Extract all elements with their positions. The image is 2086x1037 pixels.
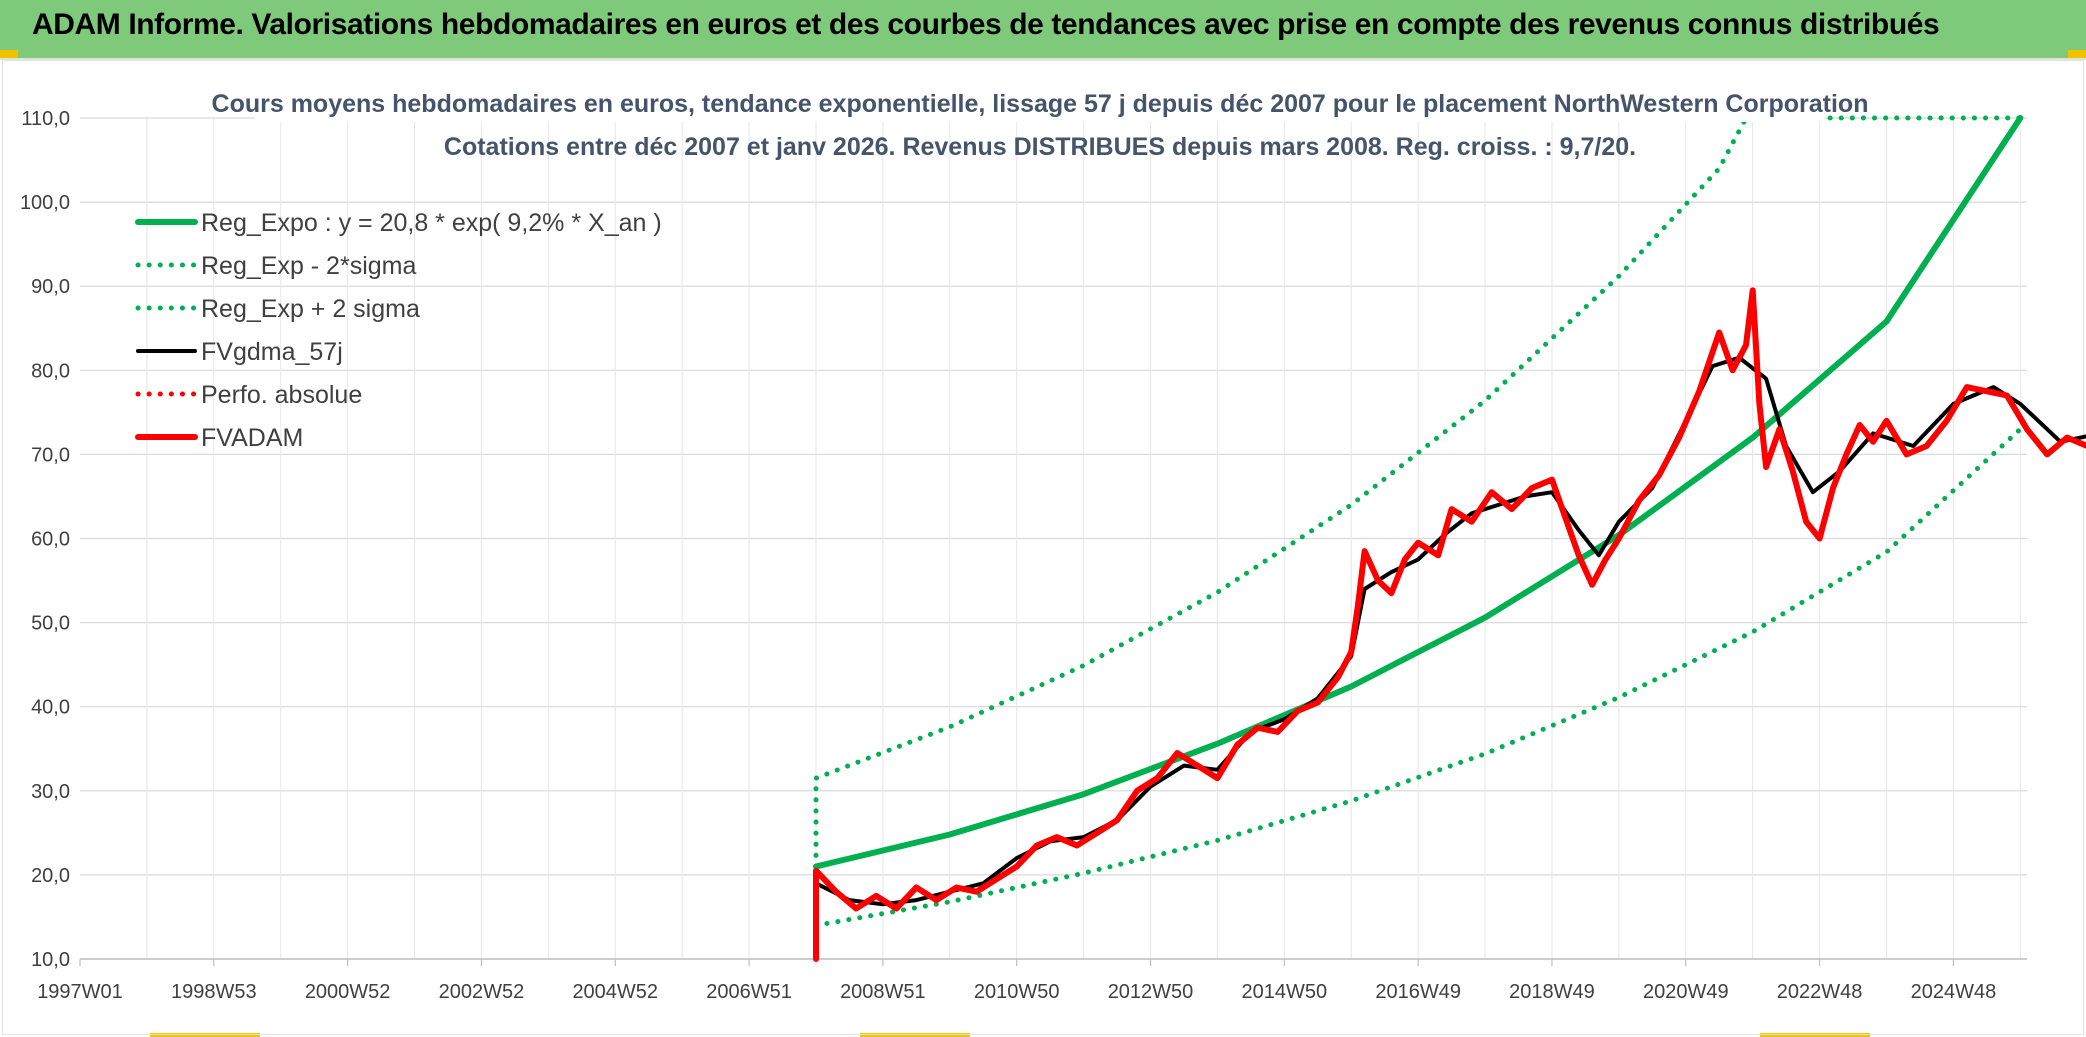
x-tick-label: 2008W51	[840, 981, 926, 1003]
legend-label: Reg_Expo : y = 20,8 * exp( 9,2% * X_an )	[201, 209, 662, 237]
y-tick-label: 30,0	[31, 781, 70, 803]
series-line-1	[813, 115, 2024, 870]
y-tick-label: 40,0	[31, 697, 70, 719]
y-tick-label: 20,0	[31, 865, 70, 887]
y-tick-label: 60,0	[31, 529, 70, 551]
x-tick-label: 1998W53	[171, 981, 257, 1003]
banner-title: ADAM Informe. Valorisations hebdomadaire…	[32, 8, 1940, 41]
x-tick-label: 2018W49	[1509, 981, 1595, 1003]
series-line-3	[813, 115, 2023, 869]
bottom-mark-left	[150, 1033, 260, 1037]
y-tick-labels: 10,0 20,0 30,0 40,0 50,0 60,0 70,0 80,0 90,0 100,…	[20, 108, 70, 971]
y-tick-label: 50,0	[31, 613, 70, 635]
x-tick-label: 2020W49	[1643, 981, 1729, 1003]
x-tick-label: 2016W49	[1375, 981, 1461, 1003]
x-tick-label: 1997W01	[37, 981, 123, 1003]
chart-grid	[80, 117, 2027, 960]
x-tick-label: 2024W48	[1911, 981, 1997, 1003]
legend-label: FVADAM	[201, 424, 303, 452]
series-line-6	[813, 287, 2086, 962]
corner-mark-left	[0, 50, 18, 58]
legend-label: Reg_Exp + 2 sigma	[201, 295, 420, 323]
y-tick-label: 80,0	[31, 360, 70, 382]
legend-label: Reg_Exp - 2*sigma	[201, 252, 416, 280]
chart-axes	[79, 958, 2027, 966]
y-tick-label: 10,0	[31, 949, 70, 971]
chart-title-line-2: Cotations entre déc 2007 et janv 2026. R…	[444, 133, 1636, 161]
y-tick-label: 110,0	[21, 108, 70, 130]
y-tick-label: 90,0	[31, 276, 70, 298]
series-line-2	[813, 426, 2023, 928]
x-tick-label: 2000W52	[305, 981, 391, 1003]
bottom-mark-right	[1760, 1033, 1870, 1037]
series-line-4	[814, 355, 2086, 907]
title-backdrop	[255, 82, 1825, 122]
x-tick-label: 2014W50	[1242, 981, 1328, 1003]
x-tick-labels: 1997W01 1998W53 2000W52 2002W52 2004W52 2006W…	[37, 981, 1996, 1003]
y-tick-label: 100,0	[20, 192, 70, 214]
legend-label: FVgdma_57j	[201, 338, 343, 366]
report-banner: ADAM Informe. Valorisations hebdomadaire…	[0, 0, 2086, 60]
corner-mark-right	[2068, 50, 2086, 58]
chart-series	[813, 115, 2086, 962]
y-tick-label: 70,0	[31, 444, 70, 466]
x-tick-label: 2006W51	[706, 981, 792, 1003]
chart-title-line-1: Cours moyens hebdomadaires en euros, ten…	[212, 90, 1869, 118]
x-tick-label: 2002W52	[439, 981, 525, 1003]
chart-legend: Reg_Expo : y = 20,8 * exp( 9,2% * X_an )…	[135, 209, 662, 452]
x-tick-label: 2012W50	[1108, 981, 1194, 1003]
x-tick-label: 2022W48	[1777, 981, 1863, 1003]
chart-area	[2, 60, 2084, 1035]
bottom-mark-center	[860, 1033, 970, 1037]
x-tick-label: 2004W52	[572, 981, 658, 1003]
x-tick-label: 2010W50	[974, 981, 1060, 1003]
legend-label: Perfo. absolue	[201, 381, 362, 409]
